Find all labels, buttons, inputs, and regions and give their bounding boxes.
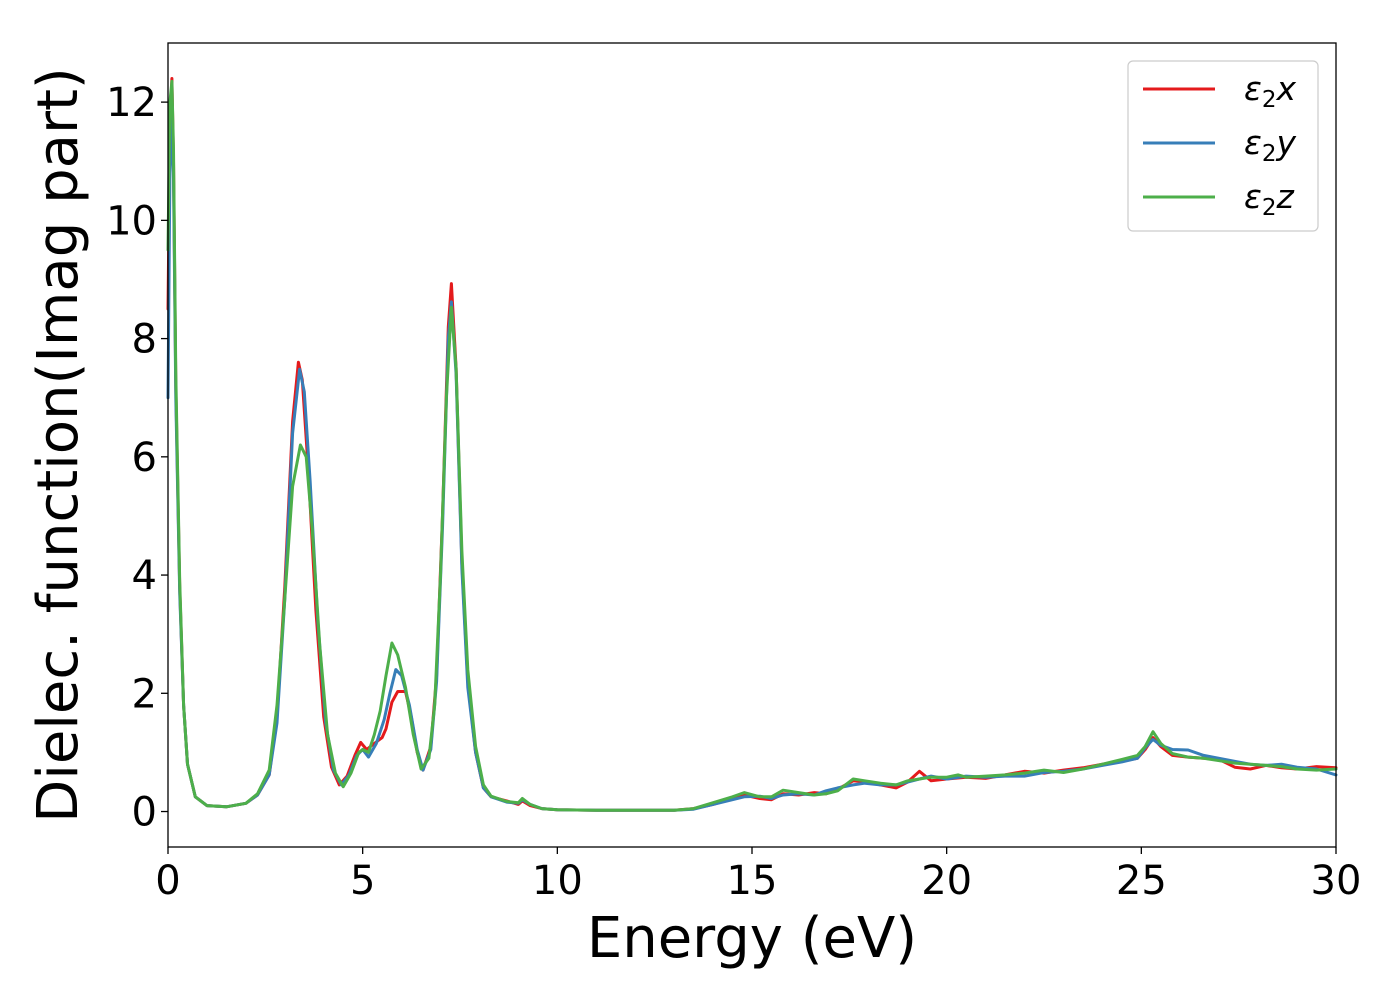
plot-lines [166,77,1338,812]
y-tick-label: 6 [132,435,157,481]
x-axis: 0 5 10 15 20 25 30 [155,847,1361,904]
y-tick-label: 4 [132,553,157,599]
x-tick-label: 30 [1311,858,1362,904]
legend-label-3: ε2z [1244,177,1294,221]
y-tick-label: 2 [132,671,157,717]
legend: ε2x ε2y ε2z [1127,60,1319,232]
y-tick-label: 0 [132,790,157,836]
y-axis-label: Dielec. function(Imag part) [26,67,91,823]
legend-frame [1127,60,1319,232]
x-axis-label: Energy (eV) [587,906,917,971]
x-tick-label: 25 [1116,858,1167,904]
y-tick-label: 10 [106,198,157,244]
x-tick-label: 5 [350,858,375,904]
series-line-3 [166,79,1338,812]
legend-label-2: ε2y [1244,123,1296,167]
legend-label-1: ε2x [1244,69,1296,113]
y-tick-label: 12 [106,80,157,126]
x-tick-label: 15 [727,858,778,904]
x-tick-label: 10 [532,858,583,904]
y-tick-label: 8 [132,317,157,363]
x-tick-label: 0 [155,858,180,904]
y-axis: 0 2 4 6 8 10 12 [106,80,168,836]
x-tick-label: 20 [921,858,972,904]
